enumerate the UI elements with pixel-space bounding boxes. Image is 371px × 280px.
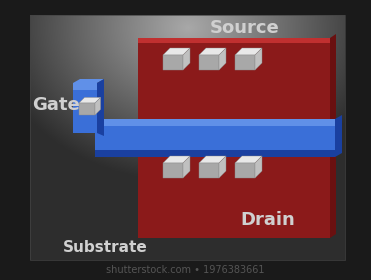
Polygon shape — [235, 55, 255, 70]
Polygon shape — [163, 48, 190, 55]
Polygon shape — [255, 156, 262, 178]
Polygon shape — [235, 156, 262, 163]
Polygon shape — [235, 163, 255, 178]
Polygon shape — [335, 115, 342, 157]
Bar — [138, 38, 330, 128]
Polygon shape — [95, 97, 101, 115]
Bar — [73, 90, 97, 133]
Bar — [95, 126, 335, 150]
Polygon shape — [79, 97, 101, 103]
Polygon shape — [235, 48, 262, 55]
Text: Substrate: Substrate — [63, 241, 147, 255]
Polygon shape — [199, 156, 226, 163]
Bar — [30, 15, 345, 260]
Polygon shape — [163, 156, 190, 163]
Bar — [138, 148, 330, 238]
Polygon shape — [97, 79, 104, 136]
Polygon shape — [219, 156, 226, 178]
Polygon shape — [330, 144, 336, 238]
Polygon shape — [183, 48, 190, 70]
Polygon shape — [73, 79, 104, 83]
Bar — [95, 150, 335, 157]
Polygon shape — [79, 103, 95, 115]
Polygon shape — [330, 34, 336, 128]
Polygon shape — [138, 38, 330, 43]
Bar — [95, 119, 335, 126]
Text: Drain: Drain — [241, 211, 295, 229]
Polygon shape — [138, 148, 330, 153]
Polygon shape — [199, 163, 219, 178]
Polygon shape — [163, 163, 183, 178]
Polygon shape — [183, 156, 190, 178]
Polygon shape — [219, 48, 226, 70]
Bar — [73, 83, 97, 90]
Polygon shape — [255, 48, 262, 70]
Polygon shape — [163, 55, 183, 70]
Text: Source: Source — [210, 19, 280, 37]
Polygon shape — [199, 48, 226, 55]
Text: shutterstock.com • 1976383661: shutterstock.com • 1976383661 — [106, 265, 264, 275]
Text: Gate: Gate — [32, 96, 80, 114]
Polygon shape — [199, 55, 219, 70]
